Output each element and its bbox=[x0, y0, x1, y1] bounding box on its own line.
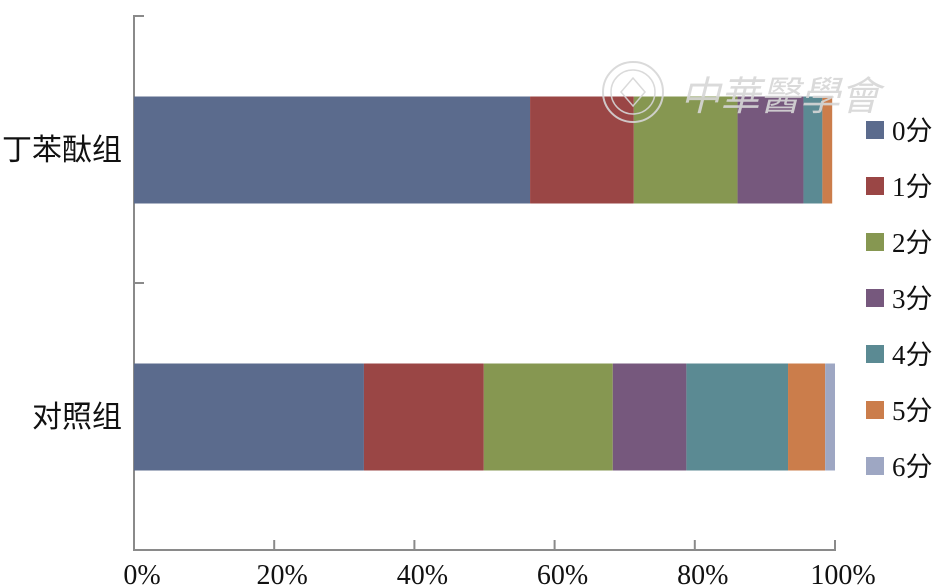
legend-swatch bbox=[866, 401, 884, 419]
bar-segment-3分-丁苯酞组 bbox=[737, 96, 804, 204]
legend-swatch bbox=[866, 345, 884, 363]
bar-segment-0分-对照组 bbox=[134, 363, 364, 471]
legend-label: 5分 bbox=[892, 396, 933, 426]
x-tick-label: 0% bbox=[123, 560, 160, 588]
legend-label: 4分 bbox=[892, 340, 933, 370]
x-tick-labels: 0% 20% 40% 60% 80% 100% bbox=[123, 560, 875, 588]
legend-label: 0分 bbox=[892, 116, 933, 146]
bars-group bbox=[134, 96, 835, 471]
bar-segment-4分-丁苯酞组 bbox=[803, 96, 823, 204]
bar-segment-2分-丁苯酞组 bbox=[633, 96, 738, 204]
x-tick-label: 60% bbox=[537, 560, 588, 588]
legend-label: 2分 bbox=[892, 228, 933, 258]
legend-swatch bbox=[866, 289, 884, 307]
legend-swatch bbox=[866, 233, 884, 251]
category-label: 丁苯酞组 bbox=[2, 133, 122, 168]
legend-label: 6分 bbox=[892, 452, 933, 482]
bar-segment-6分-对照组 bbox=[825, 363, 835, 471]
legend-label: 3分 bbox=[892, 284, 933, 314]
legend: 0分 1分 2分 3分 4分 5分 6分 bbox=[866, 116, 933, 482]
x-tick-label: 40% bbox=[397, 560, 448, 588]
bar-segment-2分-对照组 bbox=[483, 363, 613, 471]
watermark-text: 中華醫學會 bbox=[680, 74, 885, 120]
watermark-logo: 中華醫學會 bbox=[602, 61, 885, 123]
bar-segment-0分-丁苯酞组 bbox=[134, 96, 531, 204]
legend-label: 1分 bbox=[892, 172, 933, 202]
bar-segment-3分-对照组 bbox=[612, 363, 687, 471]
legend-swatch bbox=[866, 177, 884, 195]
bar-segment-5分-对照组 bbox=[788, 363, 826, 471]
category-label: 对照组 bbox=[32, 400, 122, 435]
legend-swatch bbox=[866, 121, 884, 139]
bar-segment-1分-对照组 bbox=[363, 363, 484, 471]
bar-segment-4分-对照组 bbox=[686, 363, 789, 471]
bar-segment-5分-丁苯酞组 bbox=[822, 96, 833, 204]
bar-segment-1分-丁苯酞组 bbox=[530, 96, 634, 204]
x-tick-label: 100% bbox=[810, 560, 875, 588]
x-tick-label: 80% bbox=[677, 560, 728, 588]
legend-swatch bbox=[866, 457, 884, 475]
x-tick-label: 20% bbox=[257, 560, 308, 588]
